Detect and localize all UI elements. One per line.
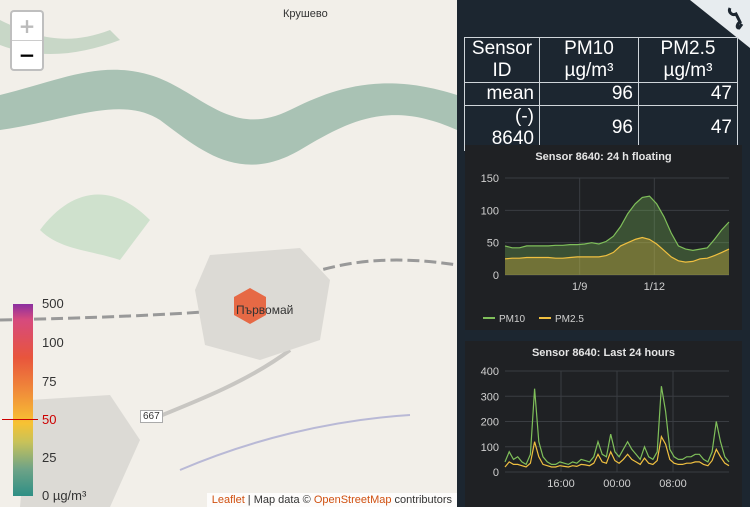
- cell-id[interactable]: (-) 8640: [464, 105, 540, 151]
- y-tick-label: 400: [481, 366, 499, 378]
- place-label-pervomay: Първомай: [236, 303, 294, 317]
- x-tick-label: 1/9: [572, 281, 587, 293]
- y-tick-label: 100: [481, 442, 499, 454]
- series-line: [504, 386, 730, 466]
- col-header-pm10: PM10 µg/m³: [539, 37, 639, 83]
- legend-label: 0 µg/m³: [42, 488, 87, 503]
- series-area: [505, 196, 729, 275]
- zoom-control: + −: [10, 10, 44, 71]
- y-tick-label: 50: [487, 238, 499, 250]
- leaflet-link[interactable]: Leaflet: [211, 494, 245, 506]
- road: [149, 348, 292, 422]
- sensor-hexagon[interactable]: [234, 288, 266, 324]
- road-shield-667: 667: [140, 410, 163, 423]
- zoom-out-button[interactable]: −: [18, 43, 36, 67]
- table-header-row: Sensor ID PM10 µg/m³ PM2.5 µg/m³: [464, 37, 738, 83]
- river-marica: [0, 69, 457, 165]
- zoom-in-button[interactable]: +: [12, 12, 42, 41]
- map-attribution: Leaflet | Map data © OpenStreetMap contr…: [206, 493, 457, 507]
- y-tick-label: 200: [481, 417, 499, 429]
- sensor-table: Sensor ID PM10 µg/m³ PM2.5 µg/m³ mean 96 47…: [464, 37, 738, 151]
- series-line: [504, 434, 730, 468]
- park-area: [40, 194, 150, 260]
- table-row[interactable]: (-) 8640 96 47: [464, 105, 738, 151]
- legend-label: 100: [42, 335, 64, 350]
- series-line: [504, 236, 730, 263]
- railway: [229, 258, 457, 312]
- legend-label: PM2.5: [555, 314, 584, 325]
- chart-last-24-hours: Sensor 8640: Last 24 hours 0 100 200 300 400…: [465, 341, 742, 507]
- legend-label: 50: [42, 412, 57, 427]
- color-legend: 500 100 75 50 25 0 µg/m³: [0, 292, 96, 504]
- x-tick-label: 08:00: [659, 478, 687, 490]
- y-tick-label: 0: [493, 270, 499, 282]
- x-tick-label: 00:00: [603, 478, 631, 490]
- y-tick-label: 150: [481, 173, 499, 185]
- x-tick-label: 1/12: [644, 281, 665, 293]
- map-tiles: [0, 20, 457, 507]
- cell-pm25: 47: [638, 105, 738, 151]
- legend-selected-marker: [2, 419, 38, 420]
- y-tick-label: 100: [481, 205, 499, 217]
- legend-label: 500: [42, 296, 64, 311]
- chart-24h-floating: Sensor 8640: 24 h floating 0 50 100 150 1/9 1…: [465, 145, 742, 330]
- series-area: [505, 237, 729, 275]
- chart-title: Sensor 8640: Last 24 hours: [531, 347, 676, 359]
- cell-pm10: 96: [539, 82, 639, 106]
- y-tick-label: 300: [481, 391, 499, 403]
- sensor-panel: Sensor ID PM10 µg/m³ PM2.5 µg/m³ mean 96 47…: [457, 0, 750, 507]
- table-row: mean 96 47: [464, 82, 738, 106]
- x-tick-label: 16:00: [547, 478, 575, 490]
- cell-pm25: 47: [638, 82, 738, 106]
- github-corner-icon[interactable]: [690, 0, 750, 48]
- y-tick-label: 0: [493, 467, 499, 479]
- legend-gradient: [13, 304, 33, 496]
- osm-link[interactable]: OpenStreetMap: [313, 494, 392, 506]
- chart-svg: 0 50 100 150 1/9 1/12 PM10 PM2.5: [481, 173, 730, 325]
- legend-label: 25: [42, 450, 57, 465]
- legend-label: PM10: [499, 314, 526, 325]
- village-area: [20, 395, 140, 507]
- legend-label: 75: [42, 374, 57, 389]
- chart-title: Sensor 8640: 24 h floating: [535, 151, 672, 163]
- chart-svg: 0 100 200 300 400 16:00 00:00 08:00: [481, 366, 730, 490]
- map[interactable]: Крушево Първомай 667 + − 500 100 75 50 2…: [0, 0, 457, 507]
- col-header-pm25: PM2.5 µg/m³: [638, 37, 738, 83]
- place-label-krushevo: Крушево: [283, 8, 328, 20]
- col-header-sensor: Sensor ID: [464, 37, 540, 83]
- series-line: [504, 195, 730, 252]
- cell-id: mean: [464, 82, 540, 106]
- stream: [179, 414, 411, 471]
- cell-pm10: 96: [539, 105, 639, 151]
